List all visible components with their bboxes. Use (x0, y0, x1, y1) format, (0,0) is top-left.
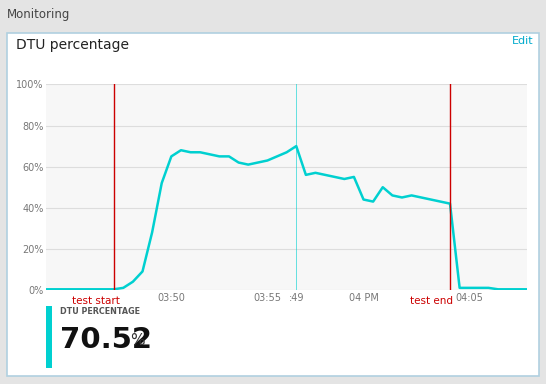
Text: test end: test end (410, 296, 453, 306)
FancyBboxPatch shape (46, 306, 52, 368)
Text: 70.52: 70.52 (60, 326, 152, 354)
Text: DTU PERCENTAGE: DTU PERCENTAGE (60, 307, 140, 316)
Text: Monitoring: Monitoring (7, 8, 70, 22)
Text: %: % (130, 333, 145, 348)
Text: DTU percentage: DTU percentage (16, 38, 129, 52)
FancyBboxPatch shape (7, 33, 539, 376)
Text: Edit: Edit (512, 36, 534, 46)
Text: test start: test start (72, 296, 120, 306)
